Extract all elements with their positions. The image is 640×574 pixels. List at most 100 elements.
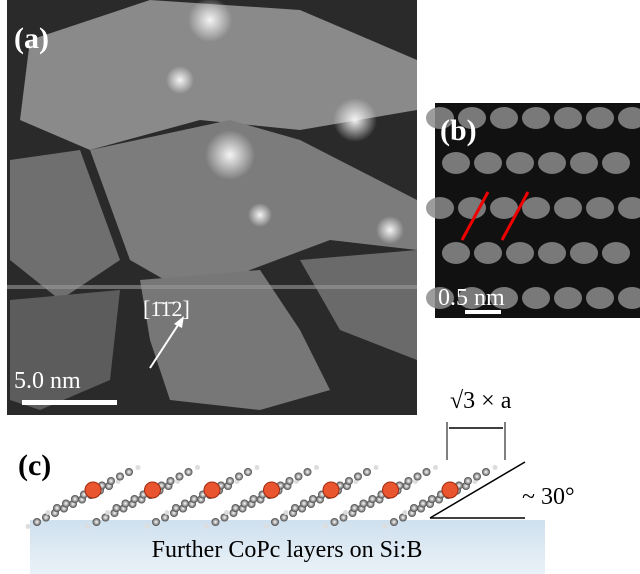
atom (331, 518, 339, 526)
molecule-blob (506, 242, 534, 264)
cobalt-atom (323, 482, 339, 498)
atom (354, 473, 362, 481)
scale-bar (22, 400, 117, 405)
molecule-blob (442, 242, 470, 264)
panel-label: (b) (440, 114, 477, 147)
atom (423, 468, 431, 476)
atom (195, 465, 200, 470)
cobalt-atom (442, 482, 458, 498)
atom (145, 524, 150, 529)
atom (105, 510, 110, 515)
atom (271, 518, 279, 526)
molecule-blob (586, 197, 614, 219)
molecule-blob (538, 152, 566, 174)
cobalt-atom (85, 482, 101, 498)
atom (26, 524, 31, 529)
atom (414, 473, 422, 481)
molecule-blob (490, 107, 518, 129)
atom (383, 524, 388, 529)
molecule-blob (586, 107, 614, 129)
atom (46, 510, 51, 515)
cobalt-atom (383, 482, 399, 498)
atom (343, 510, 348, 515)
cobalt-atom (264, 482, 280, 498)
atom (232, 504, 240, 512)
scale-bar-label: 5.0 nm (14, 368, 81, 394)
atom (131, 495, 139, 503)
molecule-blob (602, 152, 630, 174)
atom (295, 473, 303, 481)
atom (165, 510, 170, 515)
atom (212, 518, 220, 526)
spacing-label: √3 × a (450, 388, 512, 414)
atom (464, 477, 472, 485)
panel-label: (c) (18, 449, 51, 482)
molecule-blob (554, 287, 582, 309)
atom (241, 500, 249, 508)
atom (309, 495, 317, 503)
panel-label: (a) (14, 22, 49, 55)
cobalt-atom (204, 482, 220, 498)
molecule-blob (474, 152, 502, 174)
atom (122, 500, 130, 508)
atom (351, 504, 359, 512)
atom (185, 468, 193, 476)
model-c: Further CoPc layers on Si:B (c) √3 × a ~… (18, 388, 575, 574)
atom (190, 495, 198, 503)
atom (93, 518, 101, 526)
molecule-blob (442, 152, 470, 174)
molecule-blob (522, 107, 550, 129)
atom (152, 518, 160, 526)
atom (390, 518, 398, 526)
atom (300, 500, 308, 508)
atom (304, 468, 312, 476)
atom (323, 524, 328, 529)
atom (244, 468, 252, 476)
cobalt-atom (145, 482, 161, 498)
molecule-blob (474, 242, 502, 264)
molecule-blob (538, 242, 566, 264)
atom (286, 477, 294, 485)
molecule-blob (522, 287, 550, 309)
molecule-blob (570, 242, 598, 264)
atom (428, 495, 436, 503)
atom (264, 524, 269, 529)
atom (473, 473, 481, 481)
molecule-blob (586, 287, 614, 309)
atom (62, 500, 70, 508)
atom (250, 495, 258, 503)
atom (235, 473, 243, 481)
atom (255, 465, 260, 470)
atom (167, 477, 175, 485)
molecule-blob (554, 197, 582, 219)
atom (493, 465, 498, 470)
atom (419, 500, 427, 508)
atom (284, 510, 289, 515)
stm-image-a: (a) [1̄1̄2] 5.0 nm (7, 0, 417, 415)
atom (363, 468, 371, 476)
atom (53, 504, 61, 512)
atom (410, 504, 418, 512)
atom (374, 465, 379, 470)
atom (226, 477, 234, 485)
molecule-blob (426, 197, 454, 219)
scale-bar (465, 310, 501, 314)
atom (107, 477, 115, 485)
substrate-label: Further CoPc layers on Si:B (152, 537, 423, 563)
atom (291, 504, 299, 512)
molecule-blob (522, 197, 550, 219)
atom (176, 473, 184, 481)
molecule-blob (570, 152, 598, 174)
atom (136, 465, 141, 470)
atom (33, 518, 41, 526)
angle-label: ~ 30° (522, 484, 575, 510)
stm-image-b: (b) 0.5 nm (426, 103, 640, 318)
atom (360, 500, 368, 508)
figure: (a) [1̄1̄2] 5.0 nm (b) 0.5 nm Further Co… (0, 0, 640, 574)
atom (125, 468, 133, 476)
atom (224, 510, 229, 515)
atom (369, 495, 377, 503)
molecule-blob (602, 242, 630, 264)
atom (71, 495, 79, 503)
atom (403, 510, 408, 515)
